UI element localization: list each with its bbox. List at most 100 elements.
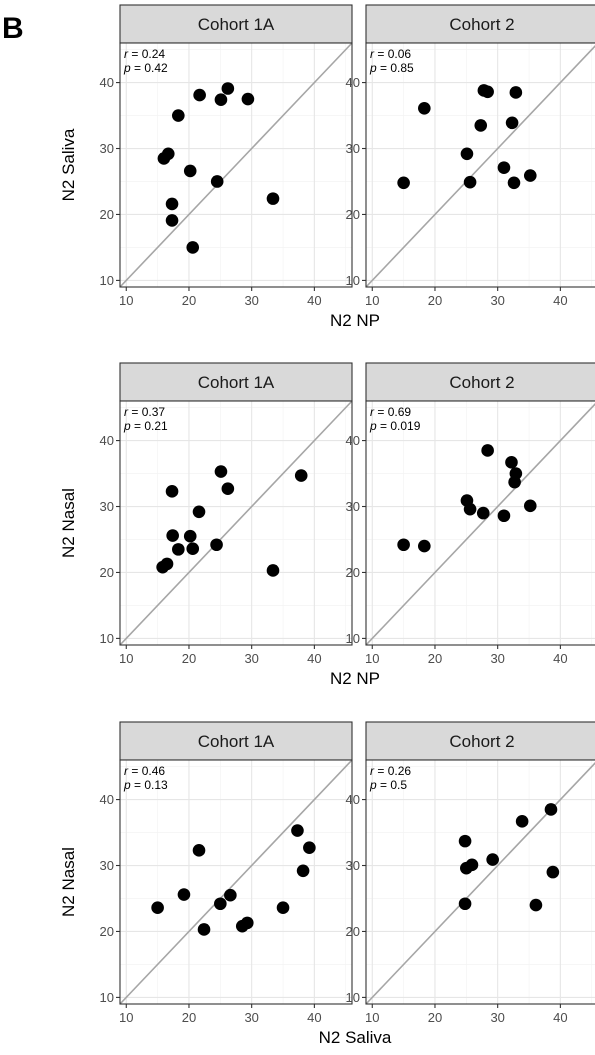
data-point [193, 88, 206, 102]
correlation-r: r = 0.37 [124, 405, 165, 419]
stat-r-symbol: r [370, 405, 375, 419]
data-point [481, 444, 494, 457]
data-point [210, 538, 223, 552]
data-point [509, 86, 523, 99]
y-tick-label: 30 [346, 141, 360, 156]
stat-p-symbol: p [369, 419, 377, 433]
data-point [192, 505, 206, 519]
y-axis-title: N2 Saliva [59, 128, 78, 201]
y-tick-label: 30 [100, 141, 114, 156]
stat-p-symbol: p [123, 778, 131, 792]
y-tick-label: 10 [100, 273, 114, 288]
stat-p-symbol: p [123, 419, 131, 433]
stat-eq: = [377, 61, 391, 75]
panel-border [365, 400, 595, 646]
data-point [266, 192, 280, 205]
stat-p-value: 0.21 [144, 419, 168, 433]
stat-r-value: 0.24 [142, 47, 166, 61]
data-point [266, 564, 280, 577]
data-point [418, 539, 431, 553]
x-tick-label: 10 [365, 293, 379, 308]
correlation-p: p = 0.13 [123, 778, 168, 792]
identity-line [119, 759, 353, 1005]
panel-letter: B [2, 12, 24, 45]
data-point [221, 482, 235, 496]
y-tick-label: 40 [100, 792, 114, 807]
x-tick-label: 10 [365, 651, 379, 666]
panel-border [119, 400, 353, 646]
y-tick-label: 40 [346, 433, 360, 448]
y-tick-label: 10 [346, 990, 360, 1005]
data-point [192, 844, 206, 857]
stat-r-symbol: r [370, 47, 375, 61]
data-point [276, 901, 290, 915]
y-tick-label: 20 [346, 924, 360, 939]
data-point [296, 864, 310, 878]
data-point [460, 147, 474, 161]
facet-strip-label: Cohort 2 [449, 732, 514, 751]
identity-line [365, 402, 595, 646]
data-point [486, 853, 499, 866]
y-tick-label: 40 [346, 792, 360, 807]
stat-p-symbol: p [369, 778, 377, 792]
x-tick-label: 20 [182, 1010, 196, 1025]
panel-border [119, 759, 353, 1005]
y-tick-label: 10 [346, 631, 360, 646]
data-point [240, 916, 254, 930]
data-point [197, 923, 211, 936]
data-point [418, 101, 431, 115]
x-tick-label: 20 [428, 1010, 442, 1025]
data-point [497, 161, 511, 174]
stat-p-value: 0.85 [390, 61, 414, 75]
stat-r-value: 0.26 [388, 764, 412, 778]
y-tick-label: 20 [100, 565, 114, 580]
x-axis-title: N2 NP [330, 669, 380, 688]
data-point [458, 834, 472, 848]
y-tick-label: 30 [346, 499, 360, 514]
correlation-p: p = 0.019 [369, 419, 421, 433]
data-point [523, 169, 537, 182]
stat-eq: = [128, 764, 142, 778]
data-point [523, 499, 537, 513]
panel-border [365, 42, 595, 288]
stat-r-symbol: r [124, 405, 129, 419]
y-tick-label: 10 [100, 990, 114, 1005]
x-tick-label: 30 [244, 1010, 258, 1025]
stat-p-value: 0.5 [390, 778, 407, 792]
identity-line [119, 400, 353, 646]
data-point [214, 93, 228, 107]
data-point [172, 543, 185, 556]
x-tick-label: 40 [307, 1010, 321, 1025]
stat-eq: = [131, 61, 145, 75]
y-tick-label: 20 [100, 924, 114, 939]
facet-strip [365, 4, 595, 44]
data-point [505, 116, 519, 130]
data-point [474, 119, 488, 132]
data-point [224, 888, 237, 902]
correlation-p: p = 0.21 [123, 419, 168, 433]
stat-p-symbol: p [369, 61, 377, 75]
facet-strip [365, 362, 595, 402]
data-point [465, 858, 479, 872]
x-tick-label: 30 [244, 293, 258, 308]
data-point [186, 241, 200, 254]
correlation-r: r = 0.26 [370, 764, 411, 778]
data-point [165, 485, 179, 498]
stat-r-symbol: r [370, 764, 375, 778]
facet-strip-label: Cohort 1A [198, 373, 275, 392]
data-point [214, 897, 227, 911]
y-tick-label: 20 [346, 207, 360, 222]
stat-p-value: 0.019 [390, 419, 420, 433]
stat-r-value: 0.69 [388, 405, 412, 419]
data-point [186, 542, 200, 556]
correlation-r: r = 0.06 [370, 47, 411, 61]
data-point [397, 176, 410, 190]
data-point [476, 506, 490, 520]
data-point [529, 898, 543, 912]
x-tick-label: 20 [182, 293, 196, 308]
correlation-p: p = 0.42 [123, 61, 168, 75]
x-tick-label: 30 [244, 651, 258, 666]
